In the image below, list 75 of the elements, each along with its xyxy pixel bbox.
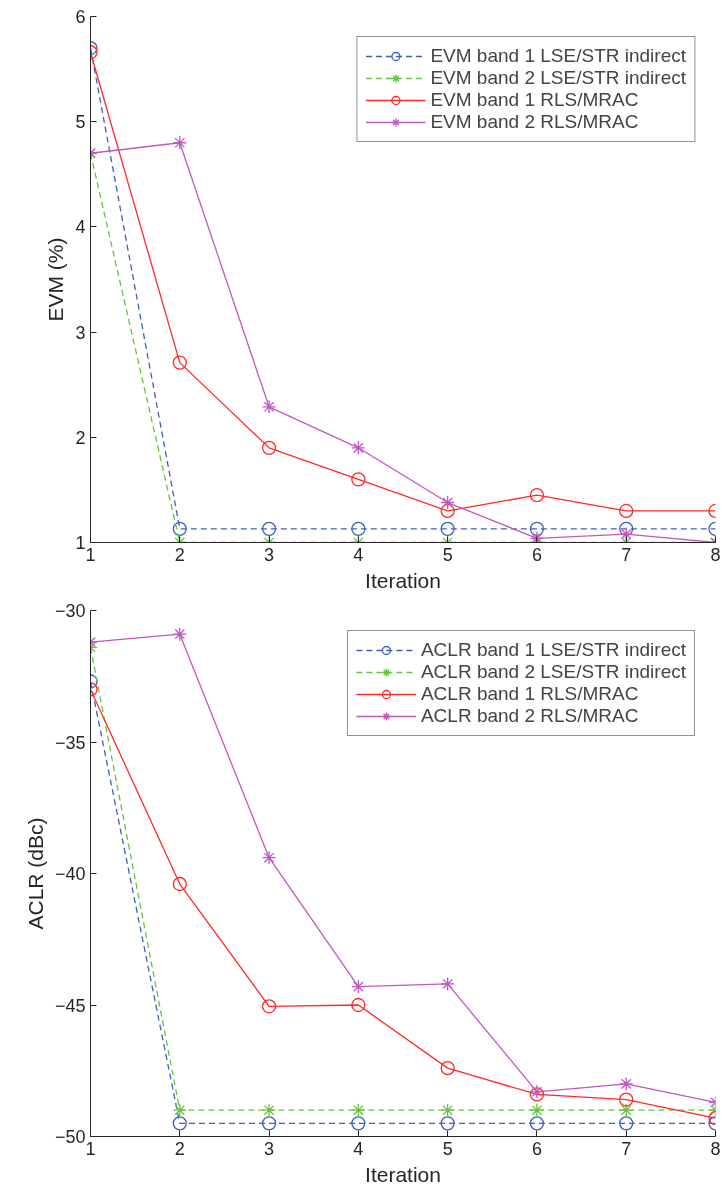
point	[351, 1103, 366, 1118]
point	[440, 976, 455, 992]
point	[529, 1103, 545, 1118]
x-tick-label: 4	[353, 1138, 364, 1159]
y-tick-label: −45	[54, 995, 86, 1016]
point	[261, 440, 277, 455]
legend-label: ACLR band 1 RLS/MRAC	[420, 683, 639, 705]
y-axis-title: EVM (%)	[44, 237, 68, 322]
x-tick-label: 2	[174, 1138, 185, 1159]
point	[351, 472, 366, 487]
x-tick-label: 5	[442, 1138, 453, 1159]
point	[619, 526, 634, 542]
point	[351, 997, 366, 1013]
x-tick-label: 5	[442, 544, 453, 565]
point	[172, 627, 187, 642]
x-tick-label: 8	[710, 544, 721, 565]
point	[440, 503, 455, 519]
x-tick-label: 3	[264, 544, 275, 565]
x-tick-label: 7	[621, 1138, 632, 1159]
point	[529, 521, 545, 536]
legend-label: ACLR band 1 LSE/STR indirect	[420, 639, 686, 661]
point	[261, 1116, 277, 1131]
y-tick-label: −40	[54, 864, 86, 884]
point	[172, 876, 187, 892]
point	[619, 1116, 634, 1131]
point	[529, 531, 545, 543]
point	[172, 135, 187, 150]
y-tick-label: −50	[54, 1127, 86, 1147]
x-axis-title: Iteration	[365, 568, 441, 592]
legend-label: ACLR band 2 LSE/STR indirect	[420, 661, 686, 683]
point	[351, 1116, 366, 1131]
point	[351, 521, 366, 536]
y-tick-label: 4	[75, 217, 86, 238]
y-tick-label: −30	[54, 601, 86, 621]
y-axis-title: ACLR (dBc)	[23, 817, 47, 930]
y-tick-label: 2	[75, 427, 86, 448]
y-tick-label: 6	[75, 7, 86, 27]
x-tick-label: 3	[264, 1138, 275, 1159]
point	[529, 488, 545, 503]
point	[172, 521, 187, 536]
y-tick-label: 3	[75, 322, 86, 343]
point	[172, 1116, 187, 1131]
y-tick-label: 5	[75, 112, 86, 133]
point	[440, 1103, 455, 1118]
point	[351, 979, 366, 994]
point	[619, 1076, 634, 1092]
x-tick-label: 8	[710, 1138, 721, 1159]
point	[529, 1116, 545, 1131]
point	[619, 1103, 634, 1118]
point	[440, 495, 455, 510]
legend-label: EVM band 1 LSE/STR indirect	[430, 45, 686, 67]
point	[619, 1092, 634, 1107]
point	[172, 355, 187, 370]
x-tick-label: 7	[621, 544, 632, 565]
point	[172, 1103, 187, 1118]
point	[351, 440, 366, 455]
point	[440, 1060, 455, 1076]
x-tick-label: 4	[353, 544, 364, 565]
point	[261, 1103, 277, 1118]
point	[261, 999, 277, 1014]
point	[261, 521, 277, 536]
point	[261, 850, 277, 865]
point	[440, 521, 455, 536]
legend-label: ACLR band 2 RLS/MRAC	[420, 705, 639, 727]
y-tick-label: −35	[54, 732, 86, 753]
x-tick-label: 2	[174, 544, 185, 565]
point	[440, 1116, 455, 1131]
x-tick-label: 6	[531, 1138, 542, 1159]
x-axis-title: Iteration	[365, 1162, 441, 1186]
point	[619, 503, 634, 519]
x-tick-label: 6	[531, 544, 542, 565]
point	[261, 399, 277, 414]
legend-label: EVM band 2 RLS/MRAC	[430, 111, 639, 133]
legend-label: EVM band 1 RLS/MRAC	[430, 89, 639, 111]
legend-label: EVM band 2 LSE/STR indirect	[430, 67, 686, 89]
